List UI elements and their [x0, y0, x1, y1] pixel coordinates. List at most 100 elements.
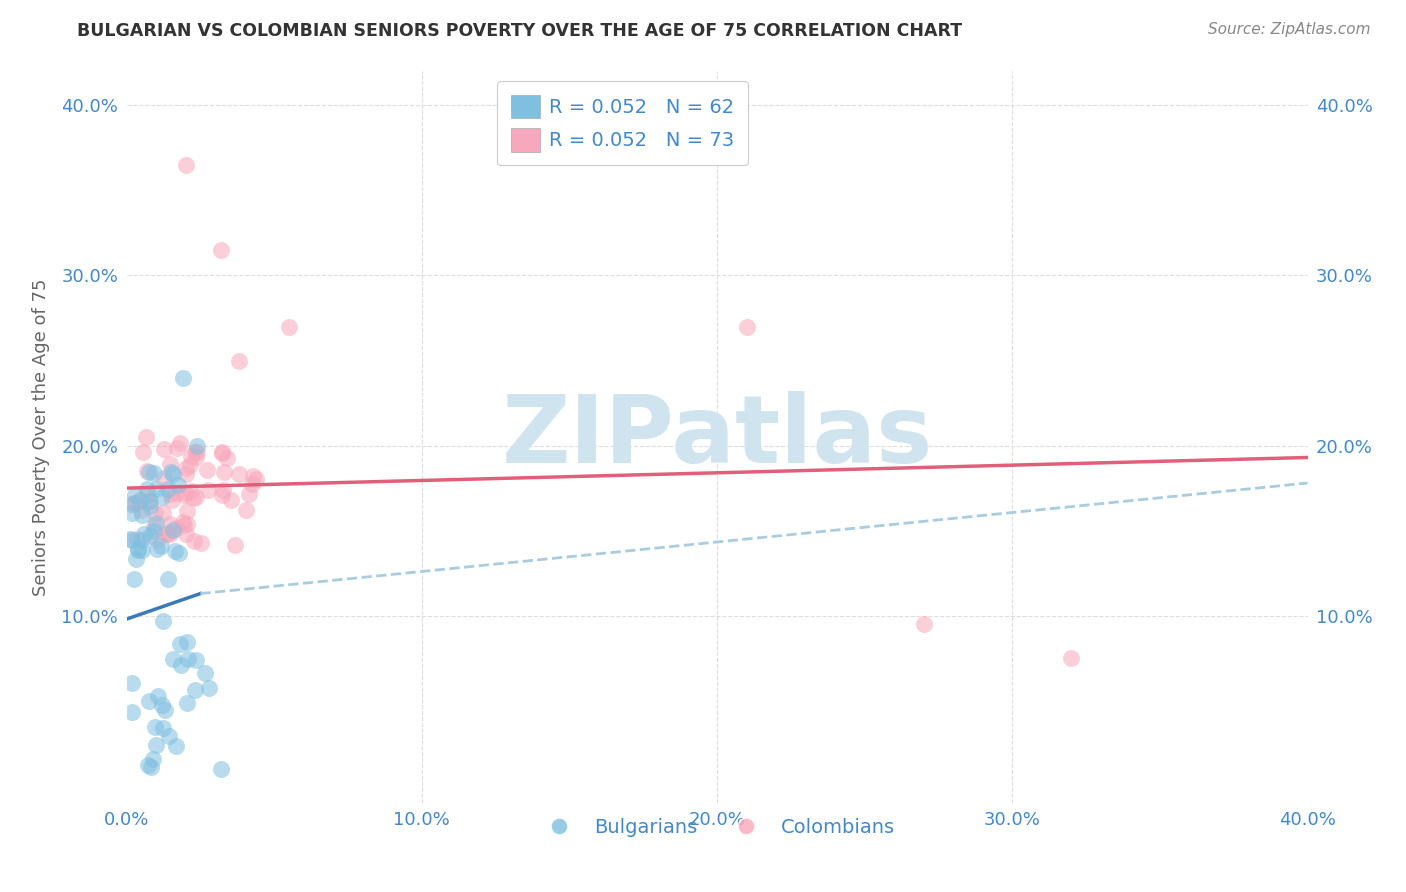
- Point: [145, 738, 167, 752]
- Point: [118, 532, 141, 546]
- Point: [146, 533, 169, 547]
- Point: [150, 491, 173, 505]
- Point: [159, 517, 181, 532]
- Point: [242, 469, 264, 483]
- Point: [174, 526, 197, 541]
- Point: [160, 492, 183, 507]
- Point: [138, 758, 160, 772]
- Point: [176, 635, 198, 649]
- Point: [235, 503, 257, 517]
- Point: [172, 370, 194, 384]
- Point: [224, 538, 246, 552]
- Point: [142, 519, 165, 533]
- Point: [136, 487, 159, 501]
- Point: [122, 572, 145, 586]
- Point: [142, 524, 165, 538]
- Point: [138, 465, 160, 479]
- Point: [215, 450, 238, 465]
- Point: [159, 465, 181, 479]
- Point: [186, 445, 208, 459]
- Point: [165, 485, 187, 500]
- Point: [197, 483, 219, 497]
- Point: [278, 319, 301, 334]
- Point: [1060, 651, 1083, 665]
- Text: BULGARIAN VS COLOMBIAN SENIORS POVERTY OVER THE AGE OF 75 CORRELATION CHART: BULGARIAN VS COLOMBIAN SENIORS POVERTY O…: [77, 22, 963, 40]
- Point: [186, 439, 208, 453]
- Point: [176, 504, 198, 518]
- Point: [152, 471, 174, 485]
- Point: [163, 544, 186, 558]
- Point: [135, 430, 157, 444]
- Point: [183, 534, 205, 549]
- Point: [211, 445, 233, 459]
- Point: [173, 488, 195, 502]
- Point: [131, 445, 153, 459]
- Point: [150, 698, 173, 712]
- Point: [184, 653, 207, 667]
- Point: [132, 526, 155, 541]
- Point: [167, 546, 190, 560]
- Point: [172, 515, 194, 529]
- Point: [135, 464, 157, 478]
- Point: [152, 721, 174, 735]
- Point: [146, 689, 169, 703]
- Point: [174, 460, 197, 475]
- Point: [143, 506, 166, 520]
- Point: [162, 652, 184, 666]
- Point: [121, 705, 143, 719]
- Point: [157, 729, 180, 743]
- Point: [159, 526, 181, 541]
- Point: [228, 467, 250, 481]
- Point: [124, 495, 146, 509]
- Point: [169, 435, 191, 450]
- Point: [152, 442, 174, 457]
- Point: [173, 518, 195, 533]
- Point: [166, 442, 188, 456]
- Point: [169, 637, 191, 651]
- Point: [145, 516, 167, 531]
- Point: [121, 497, 143, 511]
- Point: [209, 762, 232, 776]
- Point: [211, 483, 233, 497]
- Point: [152, 506, 174, 520]
- Point: [141, 760, 163, 774]
- Point: [121, 676, 143, 690]
- Point: [240, 476, 263, 491]
- Point: [735, 319, 758, 334]
- Point: [157, 525, 180, 540]
- Point: [198, 681, 221, 695]
- Point: [183, 491, 205, 506]
- Point: [156, 482, 179, 496]
- Point: [145, 482, 167, 496]
- Point: [129, 492, 152, 507]
- Point: [183, 445, 205, 459]
- Point: [195, 463, 218, 477]
- Point: [139, 529, 162, 543]
- Point: [165, 739, 187, 753]
- Point: [149, 539, 172, 553]
- Point: [177, 652, 200, 666]
- Point: [125, 552, 148, 566]
- Point: [162, 524, 184, 538]
- Point: [125, 532, 148, 546]
- Point: [180, 449, 202, 463]
- Point: [219, 493, 242, 508]
- Point: [146, 542, 169, 557]
- Point: [139, 499, 162, 513]
- Point: [211, 487, 233, 501]
- Point: [129, 533, 152, 547]
- Point: [124, 488, 146, 502]
- Point: [138, 494, 160, 508]
- Point: [121, 533, 143, 547]
- Point: [139, 494, 162, 508]
- Point: [131, 503, 153, 517]
- Point: [180, 484, 202, 499]
- Point: [131, 508, 153, 523]
- Point: [143, 720, 166, 734]
- Point: [162, 467, 184, 481]
- Point: [159, 487, 181, 501]
- Point: [184, 490, 207, 504]
- Legend: Bulgarians, Colombians: Bulgarians, Colombians: [531, 810, 903, 845]
- Point: [209, 243, 232, 257]
- Point: [167, 478, 190, 492]
